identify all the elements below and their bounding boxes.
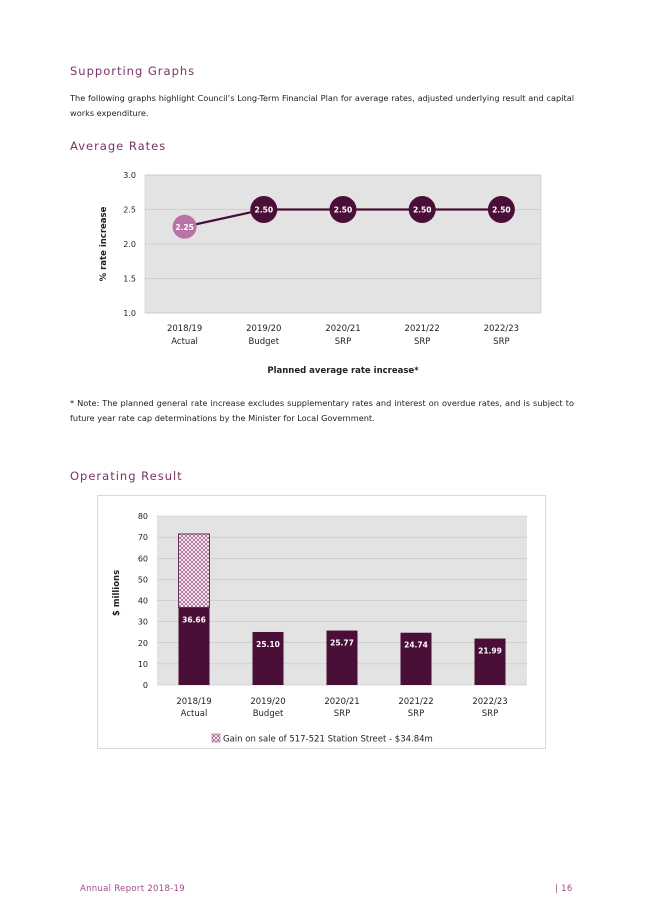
operating-y-tick-label: 40 xyxy=(138,597,148,606)
operating-x-tick-label: 2021/22 xyxy=(398,697,433,707)
rates-y-tick-label: 2.0 xyxy=(123,240,136,249)
rates-data-point xyxy=(408,196,436,223)
operating-x-tick-sublabel: SRP xyxy=(482,709,498,719)
operating-x-tick-label: 2019/20 xyxy=(250,697,285,707)
rates-y-axis-title: % rate increase xyxy=(99,206,109,281)
operating-x-tick-sublabel: SRP xyxy=(334,709,350,719)
operating-bar-label: 36.66 xyxy=(182,616,206,625)
rates-x-tick-label: 2018/19 xyxy=(167,324,202,334)
supporting-graphs-intro: The following graphs highlight Council’s… xyxy=(70,93,574,118)
operating-bar xyxy=(326,630,358,685)
rates-x-tick-sublabel: SRP xyxy=(335,337,351,347)
operating-y-tick-label: 60 xyxy=(138,554,148,563)
operating-y-axis-title: $ millions xyxy=(112,570,122,616)
operating-result-chart: 0 10 20 30 40 50 60 70 80 $ millions 36.66 25.10 2… xyxy=(97,495,546,749)
rates-data-point xyxy=(487,196,515,223)
operating-bar xyxy=(178,607,210,685)
rates-x-tick-sublabel: SRP xyxy=(493,337,509,347)
rates-x-tick-label: 2021/22 xyxy=(405,324,440,334)
rates-y-tick-label: 1.0 xyxy=(123,309,136,318)
average-rates-heading: Average Rates xyxy=(70,139,167,153)
operating-y-tick-label: 70 xyxy=(138,533,148,542)
rates-y-tick-label: 1.5 xyxy=(123,275,136,284)
rates-data-label: 2.50 xyxy=(492,206,511,215)
operating-y-tick-label: 0 xyxy=(143,681,148,690)
rates-data-point xyxy=(250,196,278,223)
operating-legend-swatch xyxy=(211,733,221,743)
footer-report-title: Annual Report 2018-19 xyxy=(80,884,185,894)
rates-x-tick-sublabel: SRP xyxy=(414,337,430,347)
operating-y-tick-label: 50 xyxy=(138,575,148,584)
operating-y-tick-label: 80 xyxy=(138,512,148,521)
operating-x-tick-sublabel: Budget xyxy=(253,709,284,719)
rates-data-label: 2.50 xyxy=(255,206,274,215)
operating-x-tick-sublabel: SRP xyxy=(408,709,424,719)
footer-page-number: | 16 xyxy=(555,884,573,894)
operating-bar xyxy=(400,632,432,685)
rates-x-tick-sublabel: Actual xyxy=(171,337,198,347)
operating-bar-gain-on-sale xyxy=(178,533,210,608)
operating-result-heading: Operating Result xyxy=(70,469,183,483)
operating-x-tick-label: 2022/23 xyxy=(472,697,507,707)
operating-x-tick-label: 2020/21 xyxy=(324,697,359,707)
rates-data-label: 2.25 xyxy=(175,223,194,232)
operating-x-tick-sublabel: Actual xyxy=(181,709,208,719)
rate-note: * Note: The planned general rate increas… xyxy=(70,398,574,423)
operating-bar xyxy=(252,631,284,685)
rates-x-tick-label: 2019/20 xyxy=(246,324,281,334)
rates-data-point xyxy=(329,196,357,223)
rates-x-tick-label: 2022/23 xyxy=(484,324,519,334)
operating-bar-label: 25.10 xyxy=(256,640,280,649)
operating-y-tick-label: 30 xyxy=(138,618,148,627)
rates-data-label: 2.50 xyxy=(334,206,353,215)
rates-x-axis-title: Planned average rate increase* xyxy=(267,366,419,376)
supporting-graphs-heading: Supporting Graphs xyxy=(70,64,196,78)
operating-bar-label: 21.99 xyxy=(478,647,502,656)
operating-bar-label: 25.77 xyxy=(330,639,354,648)
rates-y-tick-label: 3.0 xyxy=(123,171,136,180)
average-rates-chart: 1.0 1.5 2.0 2.5 3.0 % rate increase 2.25 2.50… xyxy=(99,171,542,376)
rates-y-tick-label: 2.5 xyxy=(123,206,136,215)
operating-bar-label: 24.74 xyxy=(404,641,428,650)
operating-x-tick-label: 2018/19 xyxy=(176,697,211,707)
rates-data-label: 2.50 xyxy=(413,206,432,215)
rates-data-point xyxy=(172,214,197,239)
rates-x-tick-label: 2020/21 xyxy=(325,324,360,334)
operating-y-tick-label: 20 xyxy=(138,639,148,648)
operating-y-tick-label: 10 xyxy=(138,660,148,669)
operating-bar xyxy=(474,638,506,685)
operating-legend-label: Gain on sale of 517-521 Station Street -… xyxy=(223,735,433,745)
rates-x-tick-sublabel: Budget xyxy=(249,337,280,347)
